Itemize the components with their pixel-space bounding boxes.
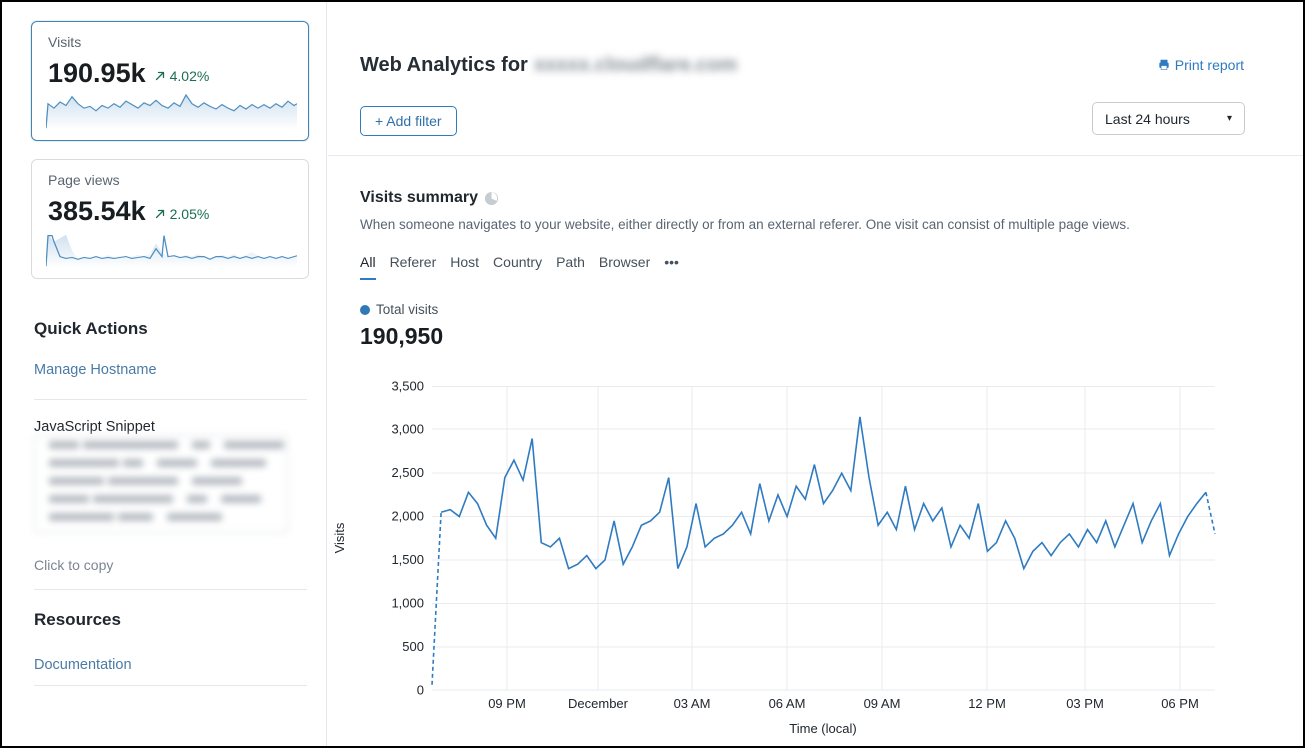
svg-text:06 PM: 06 PM [1161, 696, 1199, 711]
svg-text:1,500: 1,500 [391, 552, 424, 567]
svg-text:December: December [568, 696, 629, 711]
svg-text:Visits: Visits [332, 522, 347, 553]
svg-text:09 AM: 09 AM [864, 696, 901, 711]
svg-text:0: 0 [417, 683, 424, 698]
svg-text:06 AM: 06 AM [769, 696, 806, 711]
svg-text:3,000: 3,000 [391, 422, 424, 437]
svg-text:2,000: 2,000 [391, 509, 424, 524]
svg-text:500: 500 [402, 639, 424, 654]
svg-text:3,500: 3,500 [391, 379, 424, 394]
svg-text:09 PM: 09 PM [488, 696, 526, 711]
svg-text:Time (local): Time (local) [789, 721, 856, 736]
svg-text:1,000: 1,000 [391, 596, 424, 611]
svg-text:12 PM: 12 PM [968, 696, 1006, 711]
svg-text:03 AM: 03 AM [674, 696, 711, 711]
svg-text:03 PM: 03 PM [1066, 696, 1104, 711]
svg-text:2,500: 2,500 [391, 465, 424, 480]
